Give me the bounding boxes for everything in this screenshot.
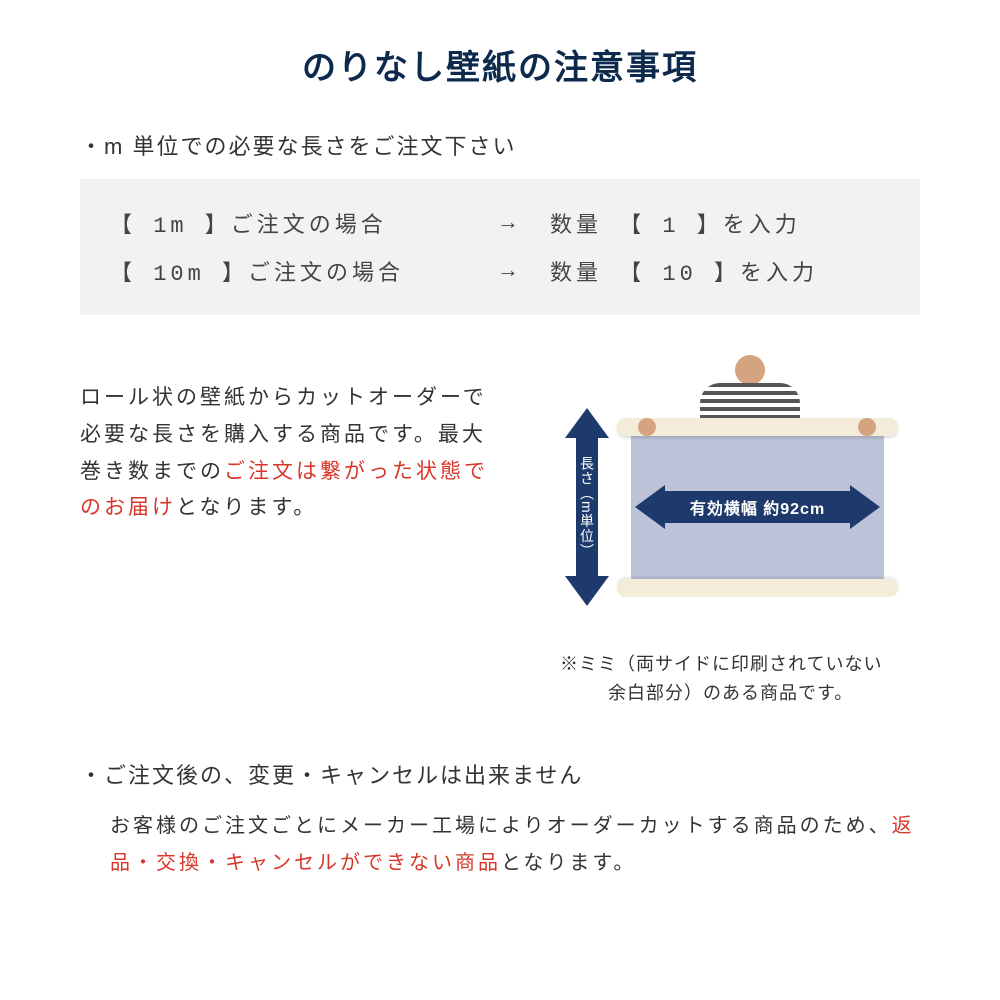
qty-row2-right: 数量 【 10 】を入力 <box>550 255 890 287</box>
qty-row1-left: 【 1m 】ご注文の場合 <box>110 207 470 239</box>
section1-header: ・m 単位での必要な長さをご注文下さい <box>80 129 920 161</box>
qty-row2-left: 【 10m 】ご注文の場合 <box>110 255 470 287</box>
page-title: のりなし壁紙の注意事項 <box>80 40 920 89</box>
desc-part2: となります。 <box>176 496 317 519</box>
product-description: ロール状の壁紙からカットオーダーで必要な長さを購入する商品です。最大巻き数までの… <box>80 350 500 630</box>
body-part2: となります。 <box>501 852 636 874</box>
cancellation-description: お客様のご注文ごとにメーカー工場によりオーダーカットする商品のため、返品・交換・… <box>80 808 920 882</box>
quantity-instructions-box: 【 1m 】ご注文の場合 → 数量 【 1 】を入力 【 10m 】ご注文の場合… <box>80 179 920 315</box>
quantity-row-1: 【 1m 】ご注文の場合 → 数量 【 1 】を入力 <box>110 199 890 247</box>
vertical-dimension-arrow: 長さ（m単位） <box>565 408 609 606</box>
middle-section: ロール状の壁紙からカットオーダーで必要な長さを購入する商品です。最大巻き数までの… <box>80 350 920 630</box>
qty-row2-arrow: → <box>470 259 550 284</box>
qty-row1-arrow: → <box>470 211 550 236</box>
horizontal-arrow-label: 有効横幅 約92cm <box>690 495 825 519</box>
quantity-row-2: 【 10m 】ご注文の場合 → 数量 【 10 】を入力 <box>110 247 890 295</box>
mimi-note: ※ミミ（両サイドに印刷されていない 余白部分）のある商品です。 <box>560 650 920 708</box>
qty-row1-right: 数量 【 1 】を入力 <box>550 207 890 239</box>
horizontal-dimension-arrow: 有効横幅 約92cm <box>635 485 880 529</box>
hand-right <box>858 418 876 436</box>
note-line2: 余白部分）のある商品です。 <box>560 679 920 708</box>
vertical-arrow-label: 長さ（m単位） <box>577 456 597 559</box>
wallpaper-diagram: 長さ（m単位） 有効横幅 約92cm <box>520 350 920 630</box>
section2-header: ・ご注文後の、変更・キャンセルは出来ません <box>80 758 920 790</box>
person-illustration <box>690 350 810 420</box>
note-line1: ※ミミ（両サイドに印刷されていない <box>560 650 920 679</box>
hand-left <box>638 418 656 436</box>
body-part1: お客様のご注文ごとにメーカー工場によりオーダーカットする商品のため、 <box>110 815 892 837</box>
